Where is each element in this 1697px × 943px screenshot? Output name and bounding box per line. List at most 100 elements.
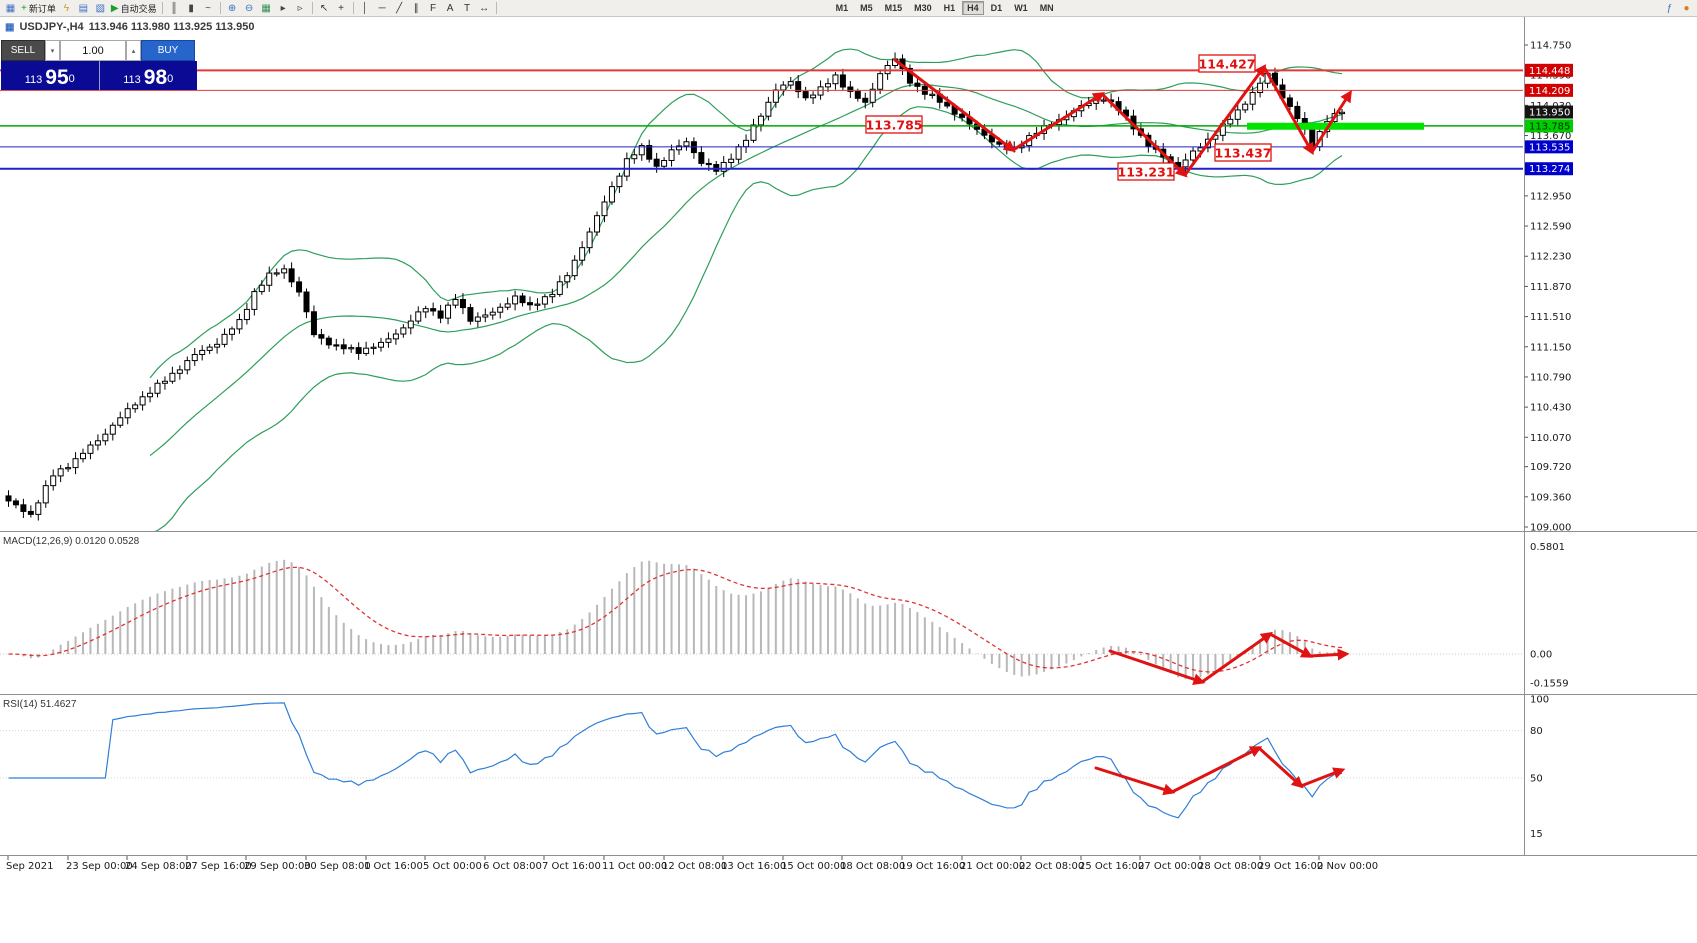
- text-icon[interactable]: A: [442, 1, 459, 16]
- trend-arrow[interactable]: [1299, 767, 1346, 788]
- line-chart-icon-glyph: ~: [205, 2, 211, 14]
- market-watch-icon[interactable]: ▤: [75, 1, 92, 16]
- price-annotation-box[interactable]: [865, 115, 923, 134]
- candle: [832, 74, 839, 85]
- trend-arrow[interactable]: [1308, 648, 1350, 661]
- alert-badge-icon[interactable]: ●: [1678, 1, 1695, 16]
- tf-button-m15[interactable]: M15: [884, 3, 903, 13]
- candle: [623, 158, 630, 177]
- tf-button-d1[interactable]: D1: [990, 3, 1003, 13]
- bid-price[interactable]: 113 95 0: [1, 61, 100, 90]
- autotrading-button-label: 自动交易: [120, 3, 157, 14]
- bollinger-band: [149, 48, 1343, 379]
- candle: [1242, 103, 1249, 111]
- trend-arrow[interactable]: [1310, 89, 1352, 154]
- main-chart-layer: [5, 48, 1346, 531]
- date-label: 1 Oct 16:00: [364, 861, 423, 872]
- tf-button-h4[interactable]: H4: [962, 1, 984, 15]
- candle: [564, 275, 571, 283]
- trend-arrow[interactable]: [1094, 766, 1176, 796]
- volume-input[interactable]: [60, 40, 126, 61]
- date-label: 11 Oct 00:00: [602, 861, 667, 872]
- candle: [176, 369, 183, 374]
- drawing-group: │ ─ ╱ ∥ F A T ↔: [357, 1, 493, 16]
- candle: [348, 347, 355, 350]
- line-chart-icon[interactable]: ~: [200, 1, 217, 16]
- tf-button-m1[interactable]: M1: [835, 3, 849, 13]
- trend-arrow[interactable]: [1108, 649, 1206, 686]
- tf-button-m5[interactable]: M5: [860, 3, 873, 13]
- trend-arrow[interactable]: [1257, 746, 1304, 789]
- arrows-tool-icon[interactable]: ↔: [476, 1, 493, 16]
- label-icon[interactable]: T: [459, 1, 476, 16]
- candle: [1286, 97, 1293, 107]
- ohlc-bars-icon[interactable]: ║: [166, 1, 183, 16]
- candle: [452, 299, 459, 306]
- vertical-line-icon[interactable]: │: [357, 1, 374, 16]
- price-marker: [1525, 63, 1573, 77]
- auto-scroll-icon[interactable]: ▸: [275, 1, 292, 16]
- sell-button[interactable]: SELL: [1, 40, 45, 61]
- tf-button-w1[interactable]: W1: [1014, 3, 1028, 13]
- channel-icon-glyph: ∥: [413, 2, 419, 14]
- crosshair-icon[interactable]: +: [333, 1, 350, 16]
- price-marker: [1525, 162, 1573, 176]
- candle: [400, 327, 407, 335]
- trend-arrow[interactable]: [1170, 746, 1263, 794]
- new-chart-icon[interactable]: ▦: [2, 1, 19, 16]
- price-tick-label: 112.950: [1530, 191, 1571, 202]
- zoom-in-icon[interactable]: ⊕: [224, 1, 241, 16]
- candle: [780, 84, 787, 91]
- horizontal-line-icon-glyph: ─: [378, 2, 386, 14]
- trendline-icon[interactable]: ╱: [391, 1, 408, 16]
- trend-arrow[interactable]: [1200, 631, 1273, 684]
- channel-icon[interactable]: ∥: [408, 1, 425, 16]
- candle: [5, 495, 12, 502]
- fibonacci-icon[interactable]: F: [425, 1, 442, 16]
- candle: [229, 328, 235, 335]
- candle: [236, 319, 243, 330]
- cursor-icon[interactable]: ↖: [316, 1, 333, 16]
- price-annotation-box[interactable]: [1214, 143, 1272, 162]
- ask-price[interactable]: 113 98 0: [100, 61, 198, 90]
- data-window-icon[interactable]: ▧: [92, 1, 109, 16]
- buy-button[interactable]: BUY: [141, 40, 195, 61]
- price-tick-label: 111.150: [1530, 342, 1571, 353]
- volume-decrease-button[interactable]: ▾: [45, 40, 60, 61]
- candle: [154, 382, 161, 394]
- indicators-icon[interactable]: ƒ: [1661, 1, 1678, 16]
- tf-button-h1[interactable]: H1: [943, 3, 956, 13]
- candle: [1257, 82, 1264, 94]
- depth-of-market-icon[interactable]: ϟ: [58, 1, 75, 16]
- horizontal-line-icon[interactable]: ─: [374, 1, 391, 16]
- tile-windows-icon[interactable]: ▦: [258, 1, 275, 16]
- price-marker-label: 114.448: [1529, 66, 1570, 77]
- trendline-icon-glyph: ╱: [396, 2, 403, 14]
- chart-shift-icon[interactable]: ▹: [292, 1, 309, 16]
- date-label: 25 Oct 16:00: [1079, 861, 1144, 872]
- candle: [161, 380, 168, 384]
- candle: [854, 90, 861, 99]
- volume-increase-button[interactable]: ▴: [126, 40, 141, 61]
- price-annotation-box[interactable]: [1117, 162, 1175, 181]
- price-marker-label: 114.209: [1529, 86, 1570, 97]
- autotrading-button[interactable]: ▶ 自动交易: [109, 1, 159, 16]
- trend-arrow[interactable]: [1262, 65, 1314, 156]
- candlestick-icon[interactable]: ▮: [183, 1, 200, 16]
- trend-arrow[interactable]: [1268, 632, 1314, 658]
- top-toolbar: ▦ + 新订单 ϟ ▤ ▧ ▶ 自动交易 ║ ▮ ~ ⊕ ⊖ ▦ ▸ ▹ ↖ + │ ─ ╱ ∥ F A T ↔ M1 M5 M15 M3…: [0, 0, 1697, 17]
- candle: [415, 311, 422, 322]
- price-annotation-box[interactable]: [1198, 54, 1256, 73]
- zoom-out-icon[interactable]: ⊖: [241, 1, 258, 16]
- trend-arrow[interactable]: [1183, 64, 1267, 177]
- candle: [340, 344, 347, 350]
- trend-arrow[interactable]: [1011, 92, 1106, 152]
- candle: [132, 404, 139, 410]
- new-order-button[interactable]: + 新订单: [19, 1, 58, 16]
- tf-button-m30[interactable]: M30: [914, 3, 932, 13]
- trend-arrow[interactable]: [893, 58, 1016, 153]
- trend-arrow[interactable]: [1100, 92, 1188, 178]
- tf-button-mn[interactable]: MN: [1039, 3, 1054, 13]
